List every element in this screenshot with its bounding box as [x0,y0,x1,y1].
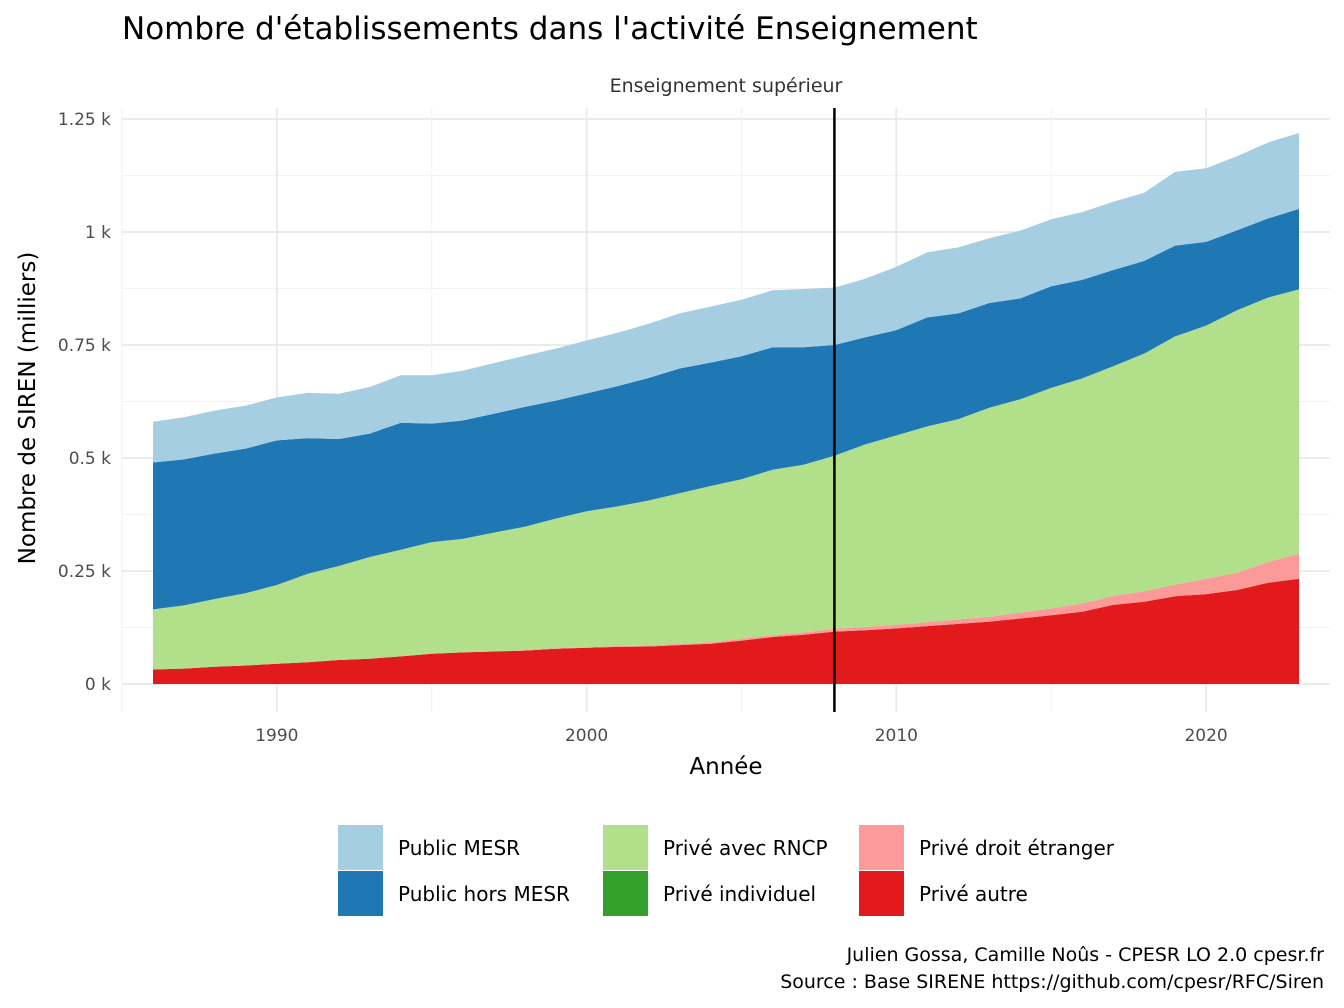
legend-label-public-mesr: Public MESR [398,836,520,860]
y-tick-label: 0.25 k [58,562,111,582]
legend-label-public-hors-mesr: Public hors MESR [398,882,570,906]
legend-label-prive-droit-etranger: Privé droit étranger [919,836,1115,860]
legend-label-prive-individuel: Privé individuel [663,882,816,906]
caption-line-2: Source : Base SIRENE https://github.com/… [780,971,1324,993]
facet-label: Enseignement supérieur [610,75,843,97]
y-tick-label: 1 k [85,223,111,243]
legend-label-prive-avec-rncp: Privé avec RNCP [663,836,828,860]
y-tick-label: 0.75 k [58,336,111,356]
legend-swatch-prive-droit-etranger [859,825,904,870]
x-axis-title: Année [689,754,762,780]
legend: Public MESR Privé avec RNCP Privé droit ét… [338,825,1115,916]
legend-swatch-public-mesr [338,825,383,870]
y-tick-label: 0.5 k [69,449,111,469]
y-axis-title: Nombre de SIREN (milliers) [15,252,41,565]
legend-swatch-public-hors-mesr [338,871,383,916]
y-tick-label: 0 k [85,675,111,695]
area-prive-autre [153,578,1299,684]
legend-label-prive-autre: Privé autre [919,882,1028,906]
x-axis-ticks: 1990 2000 2010 2020 [255,726,1227,746]
chart-title: Nombre d'établissements dans l'activité … [122,11,978,47]
x-tick-label: 2010 [875,726,918,746]
area-prive-droit-etranger [153,553,1299,670]
legend-swatch-prive-autre [859,871,904,916]
x-tick-label: 2020 [1184,726,1227,746]
area-public-mesr [153,133,1299,463]
area-public-hors-mesr [153,208,1299,610]
y-tick-label: 1.25 k [58,110,111,130]
legend-swatch-prive-avec-rncp [603,825,648,870]
x-tick-label: 1990 [255,726,298,746]
x-tick-label: 2000 [565,726,608,746]
legend-swatch-prive-individuel [603,871,648,916]
y-axis-ticks: 0 k 0.25 k 0.5 k 0.75 k 1 k 1.25 k [58,110,111,695]
caption-line-1: Julien Gossa, Camille Noûs - CPESR LO 2.… [846,944,1325,966]
stacked-areas [153,133,1299,684]
area-prive-avec-rncp [153,289,1299,670]
